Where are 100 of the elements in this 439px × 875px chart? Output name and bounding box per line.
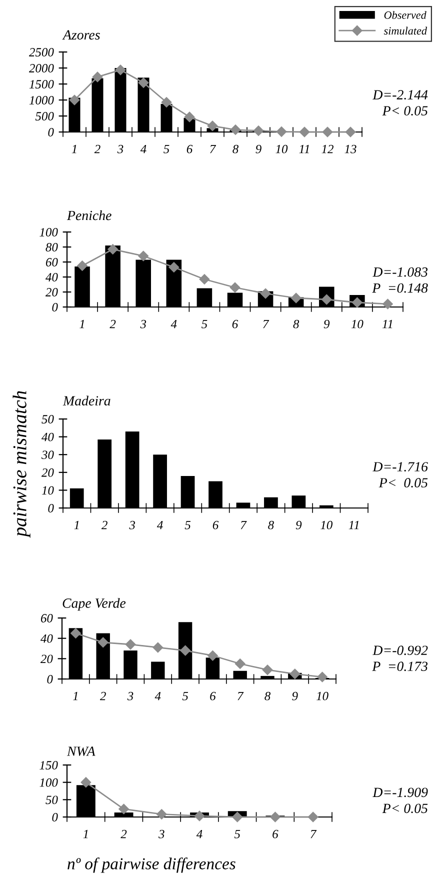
point (382, 298, 393, 310)
x-tick-label: 6 (232, 320, 238, 328)
x-tick-label: 8 (232, 144, 238, 154)
y-tick-label: 50 (42, 415, 54, 424)
x-tick-label: 9 (292, 692, 298, 700)
x-tick-label: 5 (202, 320, 208, 328)
y-tick-label: 10 (42, 486, 54, 495)
text: D=-2.144 (372, 90, 428, 100)
point (317, 672, 328, 682)
point (115, 64, 126, 76)
chart-title: Azores (62, 30, 100, 40)
x-tick-label: 5 (184, 520, 191, 530)
point (69, 94, 80, 106)
point (299, 126, 310, 138)
point (161, 97, 172, 108)
x-tick-label: 9 (256, 144, 262, 154)
text: P< 0.05 (382, 804, 428, 814)
y-tick-label: 0 (52, 303, 58, 312)
y-tick-label: 0 (52, 813, 58, 822)
x-tick-label: 3 (117, 144, 124, 154)
point (138, 78, 149, 88)
point (207, 120, 218, 132)
x-tick-label: 9 (324, 320, 330, 328)
point (168, 262, 180, 272)
x-tick-label: 1 (83, 830, 88, 838)
y-tick-label: 20 (41, 468, 54, 477)
x-tick-label: 2 (101, 520, 108, 530)
point (230, 282, 240, 293)
x-tick-label: 2 (94, 144, 100, 154)
point (125, 639, 136, 650)
x-tick-label: 1 (80, 320, 84, 328)
x-tick-label: 7 (210, 144, 216, 154)
y-tick-label: 500 (35, 112, 54, 120)
x-tick-label: 4 (170, 320, 177, 328)
point (199, 274, 210, 284)
y-tick-label: 40 (42, 432, 54, 442)
x-tick-label: 1 (73, 692, 78, 700)
point (290, 292, 302, 304)
x-tick-label: 2 (110, 320, 116, 328)
x-tick-label: 4 (196, 830, 202, 838)
x-axis-title: nº of pairwise differences (68, 858, 236, 873)
y-tick-label: 2000 (28, 64, 54, 72)
x-tick-label: 8 (293, 320, 300, 328)
point (108, 244, 118, 254)
x-tick-label: 10 (351, 320, 364, 328)
point (208, 650, 218, 661)
x-tick-label: 11 (348, 520, 359, 530)
y-tick-label: 20 (45, 288, 58, 296)
point (194, 810, 205, 822)
point (345, 126, 356, 138)
point (308, 812, 318, 822)
x-tick-label: 11 (382, 320, 392, 328)
x-tick-label: 6 (186, 144, 193, 154)
annotation: D=-1.083 (372, 267, 428, 277)
legend-label: Observed (384, 11, 426, 19)
text: P< 0.05 (382, 106, 428, 116)
x-tick-label: 5 (182, 692, 188, 700)
point (98, 637, 108, 648)
point (152, 642, 164, 653)
y-tick-label: 60 (40, 614, 53, 622)
x-tick-label: 13 (344, 144, 356, 154)
text: P< 0.05 (378, 478, 428, 488)
chart-title: NWA (66, 746, 96, 756)
y-tick-label: 1000 (29, 96, 54, 104)
y-tick-label: 0 (48, 504, 54, 512)
x-tick-label: 3 (127, 692, 134, 700)
point (270, 812, 280, 822)
x-tick-label: 9 (296, 520, 302, 530)
y-tick-label: 40 (46, 273, 58, 282)
y-tick-label: 0 (47, 675, 53, 684)
point (77, 260, 88, 271)
x-tick-label: 5 (234, 830, 240, 838)
x-tick-label: 2 (120, 830, 127, 838)
y-tick-label: 150 (40, 761, 58, 770)
point (138, 250, 148, 262)
point (322, 126, 333, 138)
x-tick-label: 6 (210, 692, 216, 700)
point (184, 112, 195, 122)
point (180, 645, 190, 656)
point (230, 124, 241, 135)
y-tick-label: 100 (40, 228, 58, 236)
x-tick-label: 4 (140, 144, 146, 154)
point (80, 777, 92, 788)
point (232, 812, 242, 822)
point (234, 658, 246, 669)
x-tick-label: 10 (276, 144, 288, 154)
y-tick-label: 60 (46, 258, 58, 266)
x-tick-label: 6 (272, 830, 278, 838)
point (290, 668, 300, 680)
y-tick-label: 80 (46, 243, 58, 252)
x-tick-label: 5 (164, 144, 170, 154)
y-axis-title: pairwise mismatch (12, 391, 30, 538)
x-tick-label: 8 (268, 520, 274, 530)
chart-title: Peniche (66, 210, 112, 220)
x-tick-label: 10 (316, 692, 328, 700)
x-tick-label: 7 (310, 830, 317, 838)
y-tick-label: 40 (40, 634, 53, 643)
x-tick-label: 7 (238, 692, 244, 700)
legend-label: simulated (384, 26, 428, 35)
point (118, 804, 129, 814)
